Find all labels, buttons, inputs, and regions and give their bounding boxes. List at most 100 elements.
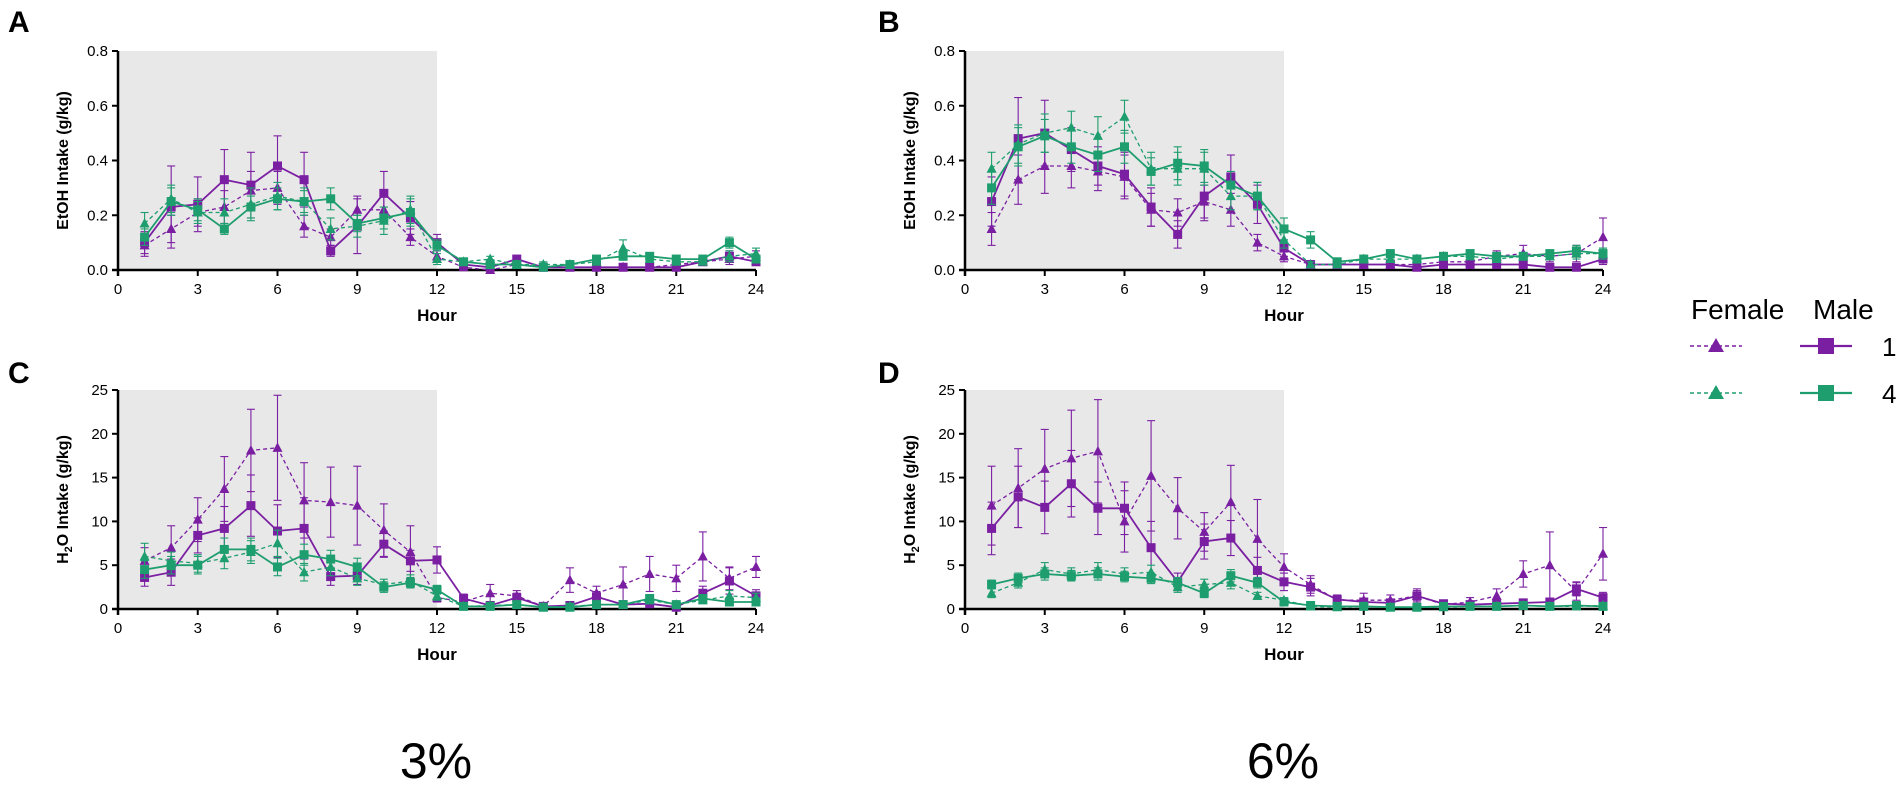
x-tick-label: 21 [1515, 281, 1532, 298]
data-point-square [459, 593, 469, 603]
data-point-square [326, 246, 336, 256]
data-point-square [618, 262, 628, 272]
data-point-triangle [325, 496, 336, 507]
data-point-square [1279, 577, 1289, 587]
panel-b: B 0.0 0.2 0.4 0.6 0.8 0 3 6 9 12 15 18 21 24 Hour EtOH I… [878, 6, 1611, 325]
x-axis-label: Hour [1264, 306, 1304, 325]
data-point-square [140, 565, 150, 575]
data-point-square [273, 562, 282, 572]
data-point-triangle [352, 500, 363, 510]
data-point-square [1066, 479, 1076, 489]
data-point-square [1439, 601, 1448, 611]
data-point-triangle [299, 566, 310, 577]
data-point-triangle [724, 590, 735, 600]
data-point-square [698, 588, 708, 598]
x-axis-label: Hour [1264, 645, 1304, 664]
x-tick-label: 24 [1595, 620, 1612, 637]
data-point-square [1412, 254, 1422, 264]
data-point-square [379, 582, 389, 592]
data-point-square [432, 555, 442, 565]
data-point-triangle [564, 574, 575, 585]
x-tick-label: 9 [353, 620, 361, 637]
data-point-square [1199, 191, 1209, 201]
panel-letter: D [878, 357, 900, 390]
x-tick-label: 9 [1200, 281, 1208, 298]
data-point-triangle [1598, 231, 1608, 242]
data-point-square [1146, 573, 1156, 583]
data-point-square [326, 554, 336, 564]
data-point-square [432, 585, 442, 595]
data-point-square [1359, 260, 1369, 270]
x-tick-label: 3 [194, 281, 202, 298]
data-point-square [193, 560, 203, 570]
data-point-triangle [1252, 237, 1263, 247]
data-point-square [352, 562, 362, 572]
data-point-square [724, 597, 734, 607]
data-point-square [1465, 601, 1475, 611]
data-point-square [1571, 600, 1581, 610]
y-tick-label: 0.0 [934, 262, 955, 279]
data-point-square [1120, 572, 1129, 582]
data-point-triangle [986, 223, 997, 233]
data-point-square [1492, 260, 1502, 270]
data-point-square [246, 202, 256, 212]
data-point-square [645, 262, 655, 272]
x-tick-label: 0 [961, 281, 969, 298]
series-male-4 [987, 567, 1608, 612]
data-point-square [1571, 262, 1581, 272]
data-point-square [538, 602, 548, 612]
x-tick-label: 0 [114, 620, 122, 637]
x-tick-label: 24 [748, 620, 765, 637]
x-tick-label: 3 [194, 620, 202, 637]
data-point-triangle [1172, 207, 1183, 217]
data-point-square [1518, 260, 1528, 270]
data-point-square [1120, 169, 1129, 179]
data-point-square [1598, 593, 1608, 603]
legend-female-1-marker [1708, 338, 1724, 352]
x-tick-label: 21 [668, 281, 685, 298]
legend-female-title: Female [1691, 294, 1784, 325]
data-point-square [565, 602, 575, 612]
data-point-square [1226, 180, 1236, 190]
data-point-square [326, 572, 336, 582]
x-tick-label: 0 [961, 620, 969, 637]
panel-a: A 0.0 0.2 0.4 0.6 0.8 0 3 6 9 12 15 18 21 24 Hour EtOH I… [8, 6, 764, 325]
data-point-triangle [1225, 496, 1236, 507]
data-point-square [299, 175, 309, 185]
data-point-triangle [432, 253, 442, 264]
data-point-square [1359, 254, 1369, 264]
data-point-square [987, 579, 997, 589]
data-point-triangle [272, 537, 283, 548]
data-point-square [592, 600, 601, 610]
data-point-square [592, 592, 601, 602]
x-tick-label: 3 [1041, 281, 1049, 298]
data-point-triangle [432, 590, 442, 600]
data-point-square [299, 197, 309, 207]
y-tick-label: 0.4 [87, 153, 108, 170]
data-point-square [166, 197, 176, 207]
legend-group-4-label: 4 [1882, 379, 1896, 409]
data-point-square [219, 544, 229, 554]
data-point-square [1332, 594, 1342, 604]
data-point-square [1146, 166, 1156, 176]
data-point-square [1465, 249, 1475, 259]
x-tick-label: 0 [114, 281, 122, 298]
x-tick-label: 15 [1355, 281, 1372, 298]
y-tick-label: 0 [947, 601, 955, 618]
data-point-square [459, 257, 469, 267]
data-point-triangle [751, 561, 761, 571]
data-point-square [219, 224, 229, 234]
data-point-square [1412, 591, 1422, 601]
x-tick-label: 12 [429, 281, 446, 298]
data-point-triangle [139, 550, 150, 561]
data-point-triangle [1544, 559, 1555, 570]
data-point-square [1013, 142, 1023, 152]
data-point-square [485, 260, 495, 270]
data-point-square [326, 194, 336, 204]
data-point-square [299, 523, 309, 533]
data-point-square [1571, 246, 1581, 256]
data-point-square [512, 600, 522, 610]
data-point-triangle [1305, 259, 1316, 269]
data-point-square [1545, 262, 1555, 272]
data-point-square [1226, 533, 1236, 543]
